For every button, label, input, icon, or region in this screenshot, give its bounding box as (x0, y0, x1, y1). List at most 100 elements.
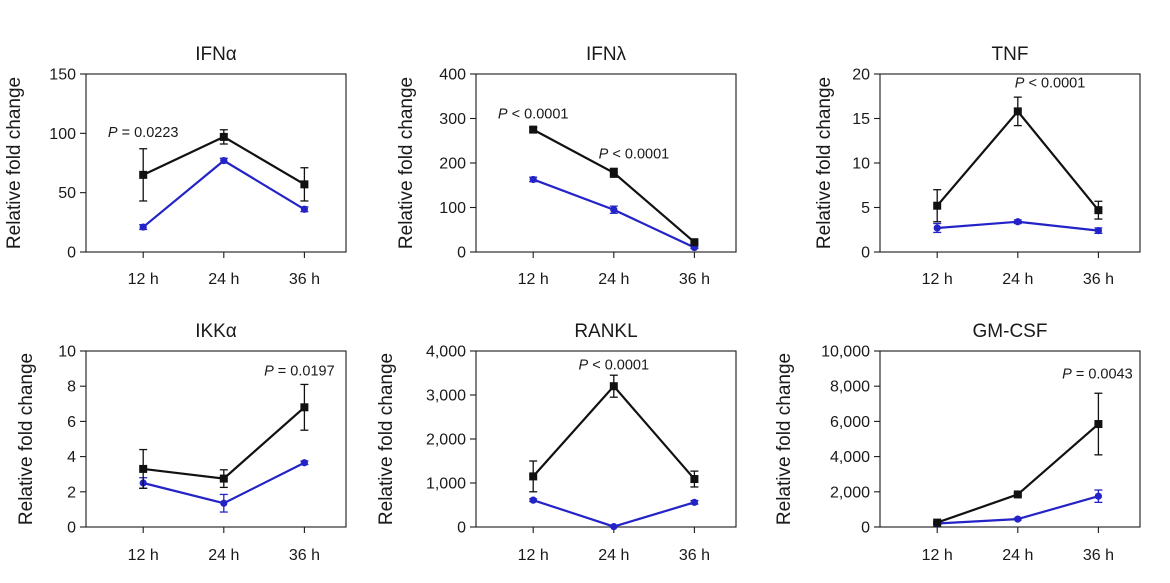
y-axis-label: Relative fold change (814, 77, 835, 249)
panel-title: IFNα (195, 44, 237, 65)
y-tick-label: 6 (67, 414, 76, 431)
series-blue (139, 459, 309, 513)
plot-frame (85, 73, 347, 253)
data-point (300, 205, 308, 213)
y-axis-label: Relative fold change (774, 353, 795, 525)
y-axis-label: Relative fold change (16, 353, 37, 525)
plot-frame (475, 73, 737, 253)
x-tick-label: 12 h (922, 547, 953, 564)
y-tick-label: 10,000 (821, 344, 870, 361)
data-point (1014, 515, 1022, 523)
y-tick-label: 0 (457, 520, 466, 537)
series-black (529, 125, 699, 247)
y-tick-label: 100 (439, 200, 466, 217)
series-blue (139, 157, 309, 231)
series-black (139, 383, 309, 489)
y-tick-label: 8,000 (830, 379, 870, 396)
y-tick-label: 2,000 (426, 432, 466, 449)
y-tick-label: 100 (49, 126, 76, 143)
series-blue (933, 218, 1103, 235)
y-tick-label: 4,000 (426, 344, 466, 361)
data-point (529, 175, 537, 184)
y-tick-label: 50 (58, 185, 76, 202)
panel-gm-csf: GM-CSF 0 2,000 4,000 6,000 8,000 10,000 12 h 24 … (774, 321, 1141, 564)
y-tick-label: 4 (67, 449, 76, 466)
data-point (220, 499, 228, 507)
panel-title: GM-CSF (973, 321, 1048, 342)
data-point (609, 168, 618, 177)
data-point (1094, 206, 1103, 215)
series-black (139, 129, 309, 202)
data-point (1094, 492, 1102, 500)
panel-tnf: TNF 0 5 10 15 20 12 h 24 h 36 h Relative fold cha… (814, 44, 1141, 288)
y-axis-label: Relative fold change (396, 77, 417, 249)
series-line (936, 423, 1100, 524)
data-point (219, 132, 228, 141)
data-point (933, 201, 942, 210)
p-value-annotation: P = 0.0223 (108, 125, 179, 141)
y-tick-label: 3,000 (426, 388, 466, 405)
series-blue (529, 496, 699, 531)
y-tick-label: 2,000 (830, 484, 870, 501)
data-point (690, 498, 699, 506)
panel-ifn-: IFNα 0 50 100 150 12 h 24 h 36 h Relative fold c… (4, 44, 347, 288)
x-tick-label: 24 h (208, 271, 239, 288)
x-tick-label: 24 h (598, 547, 629, 564)
y-axis-label: Relative fold change (376, 353, 397, 525)
data-point (933, 224, 941, 232)
data-point (139, 223, 147, 231)
panel-title: TNF (992, 44, 1029, 65)
data-point (933, 518, 942, 527)
p-value-annotation: P < 0.0001 (599, 147, 670, 163)
y-tick-label: 5 (861, 200, 870, 217)
p-value-annotation: P = 0.0197 (264, 364, 335, 380)
y-tick-label: 15 (852, 111, 870, 128)
panel-title: RANKL (574, 321, 637, 342)
data-point (529, 496, 537, 504)
data-point (609, 382, 618, 391)
panel-rankl: RANKL 0 1,000 2,000 3,000 4,000 12 h 24 h 36 h Re… (376, 321, 737, 564)
data-point (690, 238, 699, 247)
data-point (690, 475, 699, 484)
y-tick-label: 0 (457, 245, 466, 262)
p-value-annotation: P = 0.0043 (1062, 366, 1133, 382)
data-point (529, 125, 538, 134)
x-tick-label: 36 h (1083, 271, 1114, 288)
p-value-annotation: P < 0.0001 (579, 357, 650, 373)
x-tick-label: 36 h (1083, 547, 1114, 564)
x-tick-label: 12 h (518, 271, 549, 288)
panel-ikk-: IKKα 0 2 4 6 8 10 12 h 24 h 36 h Relative fold cha… (16, 321, 347, 564)
series-black (529, 374, 699, 493)
data-point (610, 206, 618, 214)
data-point (139, 464, 148, 473)
y-tick-label: 400 (439, 67, 466, 84)
x-tick-label: 36 h (289, 271, 320, 288)
data-point (1014, 218, 1022, 226)
x-tick-label: 12 h (128, 547, 159, 564)
plot-frame (879, 350, 1141, 528)
y-tick-label: 20 (852, 67, 870, 84)
p-value-annotation: P < 0.0001 (1015, 75, 1086, 91)
y-tick-label: 0 (67, 245, 76, 262)
plot-frame (85, 350, 347, 528)
data-point (219, 474, 228, 483)
y-tick-label: 2 (67, 484, 76, 501)
y-tick-label: 8 (67, 379, 76, 396)
y-tick-label: 0 (861, 520, 870, 537)
x-tick-label: 24 h (1002, 271, 1033, 288)
series-line (532, 384, 696, 480)
panel-title: IKKα (195, 321, 237, 342)
data-point (300, 459, 308, 467)
data-point (1094, 420, 1103, 429)
data-point (300, 180, 309, 189)
series-blue (529, 175, 699, 252)
y-axis-label: Relative fold change (4, 77, 25, 249)
data-point (300, 403, 309, 412)
x-tick-label: 24 h (208, 547, 239, 564)
x-tick-label: 12 h (922, 271, 953, 288)
y-tick-label: 1,000 (426, 476, 466, 493)
x-tick-label: 12 h (518, 547, 549, 564)
data-point (1013, 490, 1022, 499)
data-point (139, 170, 148, 179)
